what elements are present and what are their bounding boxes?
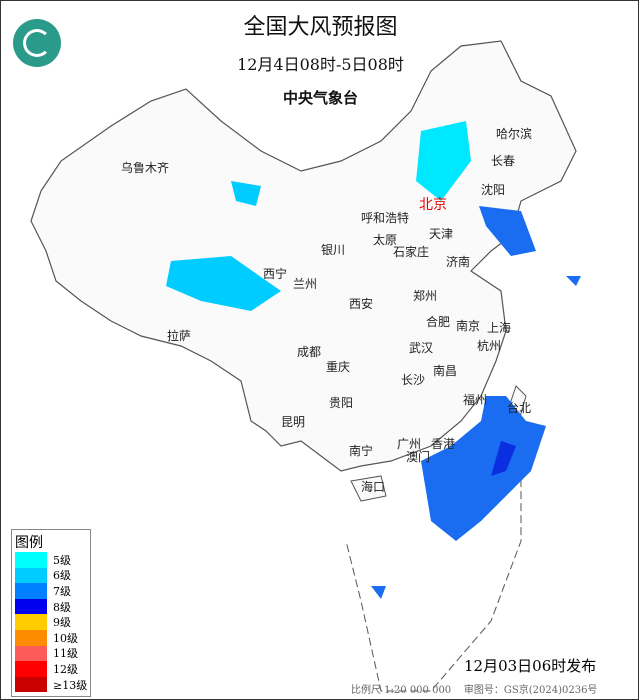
city-label: 合肥 [426,315,451,329]
city-label: 广州 [397,437,422,451]
legend: 图例 5级 6级 7级 8级 9级 10级 11级 12级 ≥13级 [11,529,91,697]
legend-swatch [15,676,47,693]
legend-label: 11级 [53,647,78,661]
issue-time: 12月03日06时发布 [464,657,597,675]
south-sea-dashed-line [345,420,522,692]
wind-area-7 [421,396,546,541]
city-label: 贵阳 [329,396,354,410]
wind-areas [166,121,581,599]
map-footer: 比例尺 1:20 000 000 审图号：GS京(2024)0236号 [351,681,597,696]
city-label: 成都 [297,345,322,359]
city-label: 兰州 [293,277,318,291]
legend-item: 7级 [12,583,90,599]
city-label: 西安 [349,297,374,311]
city-label: 银川 [321,243,346,257]
legend-label: 9级 [53,616,71,630]
city-label: 长春 [491,154,516,168]
city-label: 沈阳 [481,183,506,197]
city-label: 重庆 [326,360,351,374]
scale-text: 比例尺 1:20 000 000 [351,685,452,696]
legend-item: 12级 [12,661,90,677]
city-label: 台北 [507,401,532,415]
legend-item: 9级 [12,614,90,630]
legend-label: 8级 [53,600,71,614]
map-title: 全国大风预报图 [243,15,398,40]
wind-area-7 [479,206,536,256]
city-label: 哈尔滨 [496,127,533,141]
wind-area-7 [371,586,386,599]
cma-logo-icon [13,19,61,67]
legend-item: ≥13级 [12,676,90,693]
city-label: 北京 [419,197,447,213]
city-label: 郑州 [413,289,438,303]
city-label: 太原 [373,233,398,247]
legend-swatch [15,598,47,615]
city-label: 西宁 [263,267,288,281]
city-label: 昆明 [281,415,306,429]
agency-name: 中央气象台 [282,89,358,107]
city-label: 长沙 [401,373,426,387]
city-label: 南京 [456,319,481,333]
city-label: 乌鲁木齐 [121,161,170,175]
wind-area-7 [566,276,581,286]
wind-area-6 [416,121,471,201]
city-label: 南宁 [349,444,374,458]
city-label: 上海 [487,321,512,335]
city-label: 武汉 [409,341,434,355]
legend-swatch [15,552,47,568]
legend-label: 12级 [53,662,78,676]
city-label: 海口 [361,480,386,494]
city-label: 杭州 [477,339,502,353]
city-label: 福州 [463,393,488,407]
legend-swatch [15,629,47,646]
hainan-island [350,475,387,502]
wind-area-8 [491,441,516,476]
legend-item: 8级 [12,598,90,615]
legend-item: 6级 [12,567,90,584]
city-label: 石家庄 [393,245,430,259]
city-label: 济南 [446,255,471,269]
city-label: 澳门 [406,450,431,464]
legend-swatch [15,614,47,630]
forecast-period: 12月4日08时-5日08时 [237,55,404,74]
review-number: 审图号：GS京(2024)0236号 [463,685,598,696]
legend-swatch [15,583,47,599]
legend-item: 5级 [12,552,90,568]
legend-label: ≥13级 [53,678,88,692]
legend-label: 7级 [53,584,71,598]
legend-swatch [15,567,47,584]
legend-label: 5级 [53,553,71,567]
legend-item: 11级 [12,645,90,662]
legend-swatch [15,661,47,677]
legend-title: 图例 [15,535,43,551]
wind-area-6 [166,256,281,311]
wind-area-6 [231,181,261,206]
city-label: 拉萨 [167,329,192,343]
city-label: 南昌 [433,364,458,378]
city-label: 呼和浩特 [361,211,410,225]
legend-item: 10级 [12,629,90,646]
legend-swatch [15,645,47,662]
city-label: 天津 [429,227,454,241]
legend-label: 6级 [53,569,71,583]
city-label: 香港 [431,437,456,451]
legend-label: 10级 [53,631,78,645]
